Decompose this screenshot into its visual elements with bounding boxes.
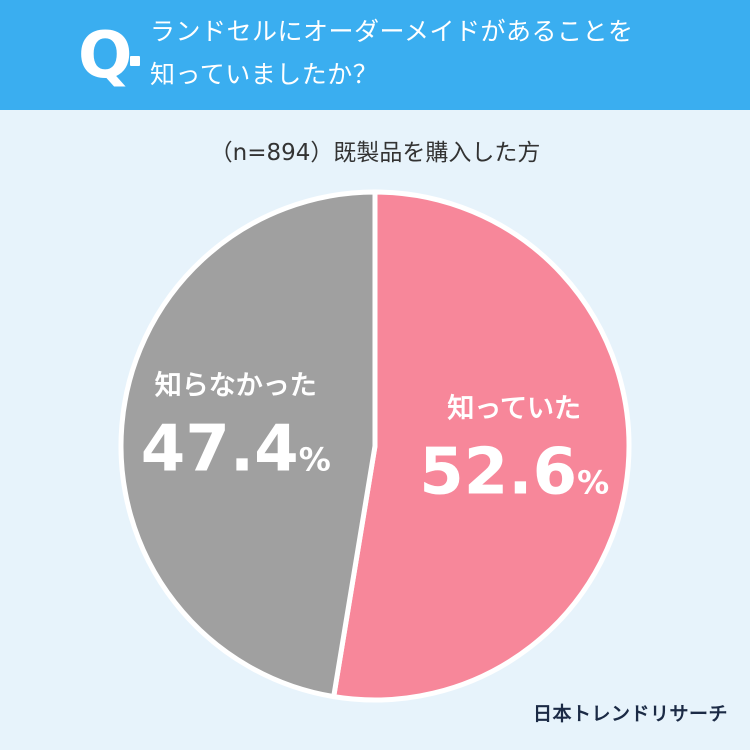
question-text-line2: 知っていましたか？ (150, 60, 379, 89)
question-text-line1: ランドセルにオーダーメイドがあることを (150, 17, 634, 46)
pie-slice-0 (331, 189, 632, 703)
question-mark: Q (78, 19, 133, 93)
question-header: Q ランドセルにオーダーメイドがあることを 知っていましたか？ (0, 0, 750, 110)
question-mark-dot (130, 56, 140, 66)
slice-value-0: 52.6% (419, 435, 609, 509)
pie-slice-1 (118, 189, 378, 700)
chart-subtitle: （n=894）既製品を購入した方 (209, 140, 541, 166)
brand-logo-text: 日本トレンドリサーチ (532, 703, 728, 725)
slice-label-1: 知らなかった (155, 371, 317, 402)
slice-value-1: 47.4% (141, 413, 331, 487)
slice-label-0: 知っていた (447, 393, 581, 424)
